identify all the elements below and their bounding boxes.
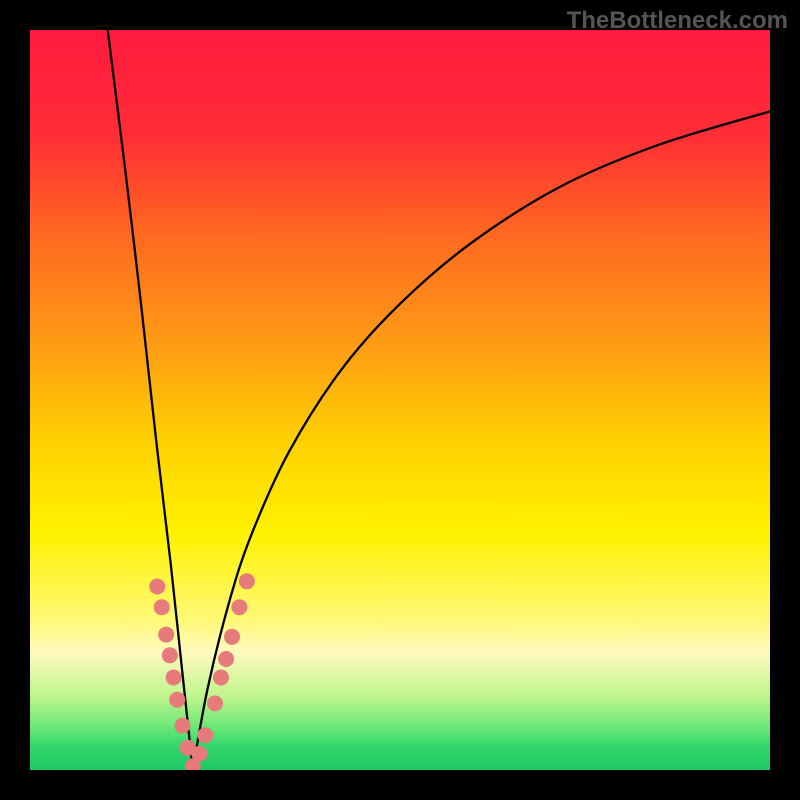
gradient-background bbox=[30, 30, 770, 770]
bottleneck-chart bbox=[30, 30, 770, 770]
data-marker bbox=[154, 599, 170, 615]
data-marker bbox=[174, 718, 190, 734]
data-marker bbox=[166, 670, 182, 686]
data-marker bbox=[239, 573, 255, 589]
data-marker bbox=[207, 695, 223, 711]
data-marker bbox=[224, 629, 240, 645]
chart-root: TheBottleneck.com bbox=[0, 0, 800, 800]
data-marker bbox=[158, 627, 174, 643]
watermark-label: TheBottleneck.com bbox=[567, 7, 788, 35]
data-marker bbox=[197, 727, 213, 743]
data-marker bbox=[191, 746, 207, 762]
data-marker bbox=[213, 670, 229, 686]
data-marker bbox=[169, 692, 185, 708]
data-marker bbox=[218, 651, 234, 667]
data-marker bbox=[149, 578, 165, 594]
data-marker bbox=[162, 647, 178, 663]
data-marker bbox=[231, 599, 247, 615]
